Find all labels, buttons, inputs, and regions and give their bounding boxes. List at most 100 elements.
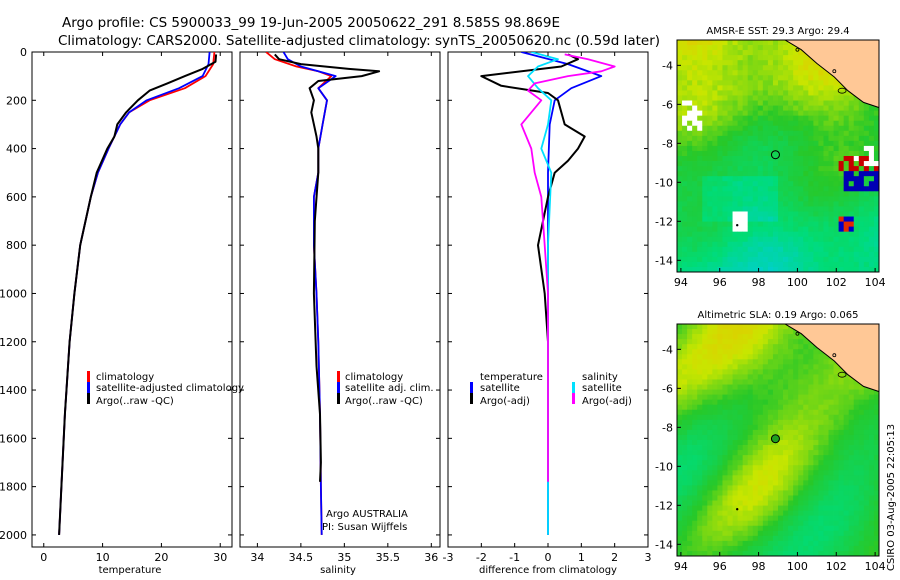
map-cell	[788, 231, 794, 238]
map-cell	[762, 409, 769, 416]
map-cell	[767, 399, 774, 406]
map-cell	[783, 369, 789, 375]
map-cell	[762, 510, 769, 517]
map-cell	[823, 470, 829, 476]
map-cell	[798, 470, 804, 476]
map-cell	[803, 130, 809, 137]
map-cell	[783, 140, 789, 147]
map-cell	[788, 50, 794, 56]
map-cell	[833, 445, 839, 451]
map-cell	[863, 404, 870, 411]
map-cell	[778, 145, 784, 152]
map-cell	[858, 429, 865, 436]
map-cell	[833, 191, 839, 197]
map-cell	[772, 460, 779, 466]
map-cell	[697, 419, 703, 426]
map-cell	[692, 196, 698, 202]
map-cell	[752, 60, 759, 66]
series-line-climatology	[58, 52, 216, 535]
map-cell	[863, 231, 870, 238]
map-cell	[803, 90, 809, 96]
map-cell	[813, 414, 819, 421]
map-cell	[767, 379, 774, 385]
map-cell	[873, 140, 879, 147]
map-cell	[722, 140, 728, 147]
map-cell	[687, 500, 693, 506]
map-cell	[793, 545, 799, 552]
map-cell	[737, 545, 744, 552]
map-cell	[702, 176, 708, 182]
map-cell	[858, 475, 865, 481]
map-cell	[747, 535, 754, 542]
map-cell	[747, 520, 754, 527]
map-cell	[808, 525, 814, 532]
map-cell	[767, 424, 774, 431]
map-cell	[833, 530, 839, 537]
map-cell	[813, 465, 819, 471]
map-cell	[767, 40, 774, 46]
map-cell	[702, 161, 708, 167]
map-cell	[772, 500, 779, 506]
map-cell	[848, 120, 855, 127]
map-cell	[828, 359, 834, 365]
map-cell	[848, 500, 855, 506]
map-cell	[828, 545, 834, 552]
map-cell	[823, 520, 829, 527]
map-cell	[717, 324, 723, 330]
map-cell	[697, 525, 703, 532]
map-cell	[767, 510, 774, 517]
map-cell	[697, 455, 703, 461]
map-cell	[752, 186, 759, 192]
map-cell	[772, 211, 779, 217]
map-cell	[803, 480, 809, 486]
map-cell	[722, 550, 728, 556]
map-cell	[838, 550, 845, 556]
map-cell	[813, 404, 819, 411]
map-cell	[737, 156, 744, 162]
map-cell	[737, 55, 744, 61]
map-cell	[692, 85, 698, 91]
map-cell	[722, 100, 728, 106]
map-cell	[828, 105, 834, 112]
map-cell	[717, 191, 723, 197]
map-cell	[853, 394, 860, 401]
map-cell	[798, 414, 804, 421]
map-cell	[868, 186, 875, 192]
map-cell	[838, 161, 845, 167]
map-cell	[677, 339, 683, 345]
map-cell	[793, 150, 799, 157]
map-cell	[793, 394, 799, 401]
map-cell	[677, 105, 683, 112]
map-cell	[692, 40, 698, 46]
map-cell	[808, 176, 814, 182]
map-cell	[742, 490, 749, 496]
map-cell	[687, 465, 693, 471]
map-cell	[853, 110, 860, 117]
map-cell	[783, 424, 789, 431]
map-cell	[757, 90, 764, 96]
y-tick-label: -14	[655, 254, 673, 267]
map-cell	[778, 120, 784, 127]
x-tick-label: 100	[787, 560, 808, 573]
map-cell	[767, 256, 774, 263]
map-cell	[717, 166, 723, 172]
map-cell	[732, 520, 738, 527]
map-cell	[838, 125, 845, 132]
map-cell	[803, 75, 809, 81]
map-cell	[788, 266, 794, 272]
map-cell	[767, 374, 774, 380]
map-cell	[757, 251, 764, 258]
map-cell	[863, 530, 870, 537]
map-cell	[757, 450, 764, 456]
map-cell	[828, 166, 834, 172]
map-cell	[798, 475, 804, 481]
map-cell	[747, 485, 754, 491]
map-cell	[742, 211, 749, 217]
map-cell	[803, 530, 809, 537]
map-cell	[742, 434, 749, 441]
map-cell	[677, 429, 683, 436]
y-tick-label: -8	[662, 137, 673, 150]
map-cell	[767, 110, 774, 117]
map-cell	[858, 540, 865, 547]
map-cell	[707, 399, 713, 406]
